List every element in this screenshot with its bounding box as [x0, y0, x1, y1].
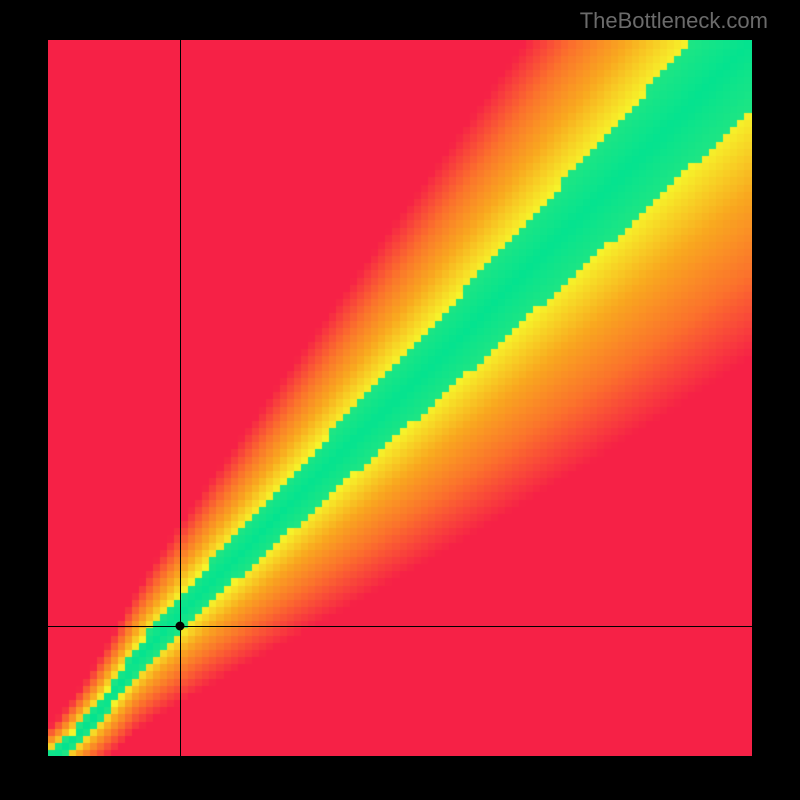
- watermark-text: TheBottleneck.com: [580, 8, 768, 34]
- heatmap-plot: [48, 40, 752, 756]
- crosshair-marker: [176, 621, 185, 630]
- crosshair-horizontal: [48, 626, 752, 627]
- heatmap-canvas: [48, 40, 752, 756]
- crosshair-vertical: [180, 40, 181, 756]
